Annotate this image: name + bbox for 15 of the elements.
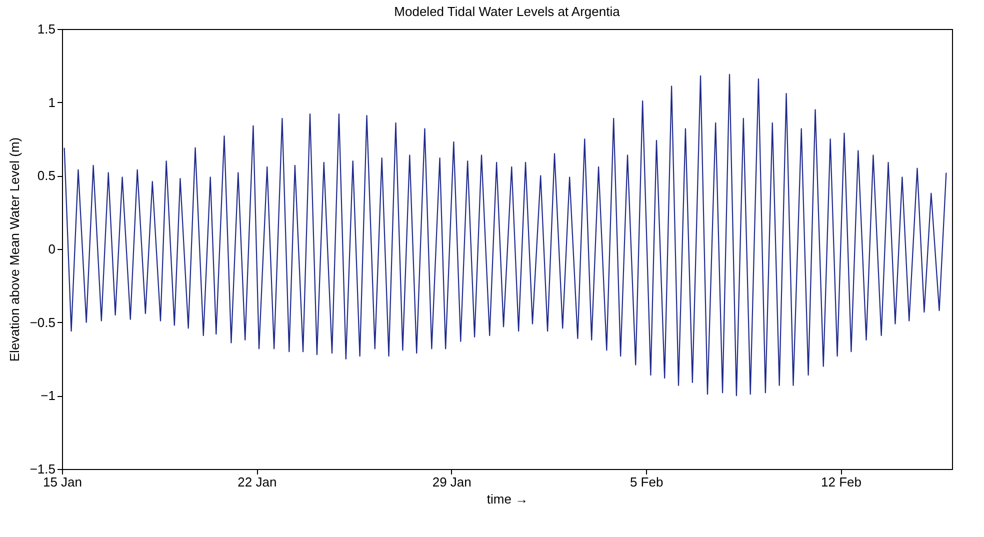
y-tick-label: 0 xyxy=(48,242,56,256)
x-tick-label: 22 Jan xyxy=(238,474,277,490)
x-tick-label: 5 Feb xyxy=(630,474,664,490)
x-tick-label: 29 Jan xyxy=(432,474,472,490)
y-tick-label: 1 xyxy=(48,94,56,110)
y-tick-label: −1.5 xyxy=(30,462,56,476)
chart-title: Modeled Tidal Water Levels at Argentia xyxy=(394,4,621,19)
x-tick-label: 15 Jan xyxy=(42,474,82,490)
x-tick-label: 12 Feb xyxy=(821,474,862,490)
x-axis-title: time → xyxy=(486,492,528,506)
y-tick-label: 0.5 xyxy=(37,168,56,184)
y-axis-title: Elevation above Mean Water Level (m) xyxy=(6,137,22,362)
y-tick-label: 1.5 xyxy=(37,22,56,36)
y-tick-label: −1 xyxy=(40,388,56,404)
y-tick-label: −0.5 xyxy=(30,314,56,330)
